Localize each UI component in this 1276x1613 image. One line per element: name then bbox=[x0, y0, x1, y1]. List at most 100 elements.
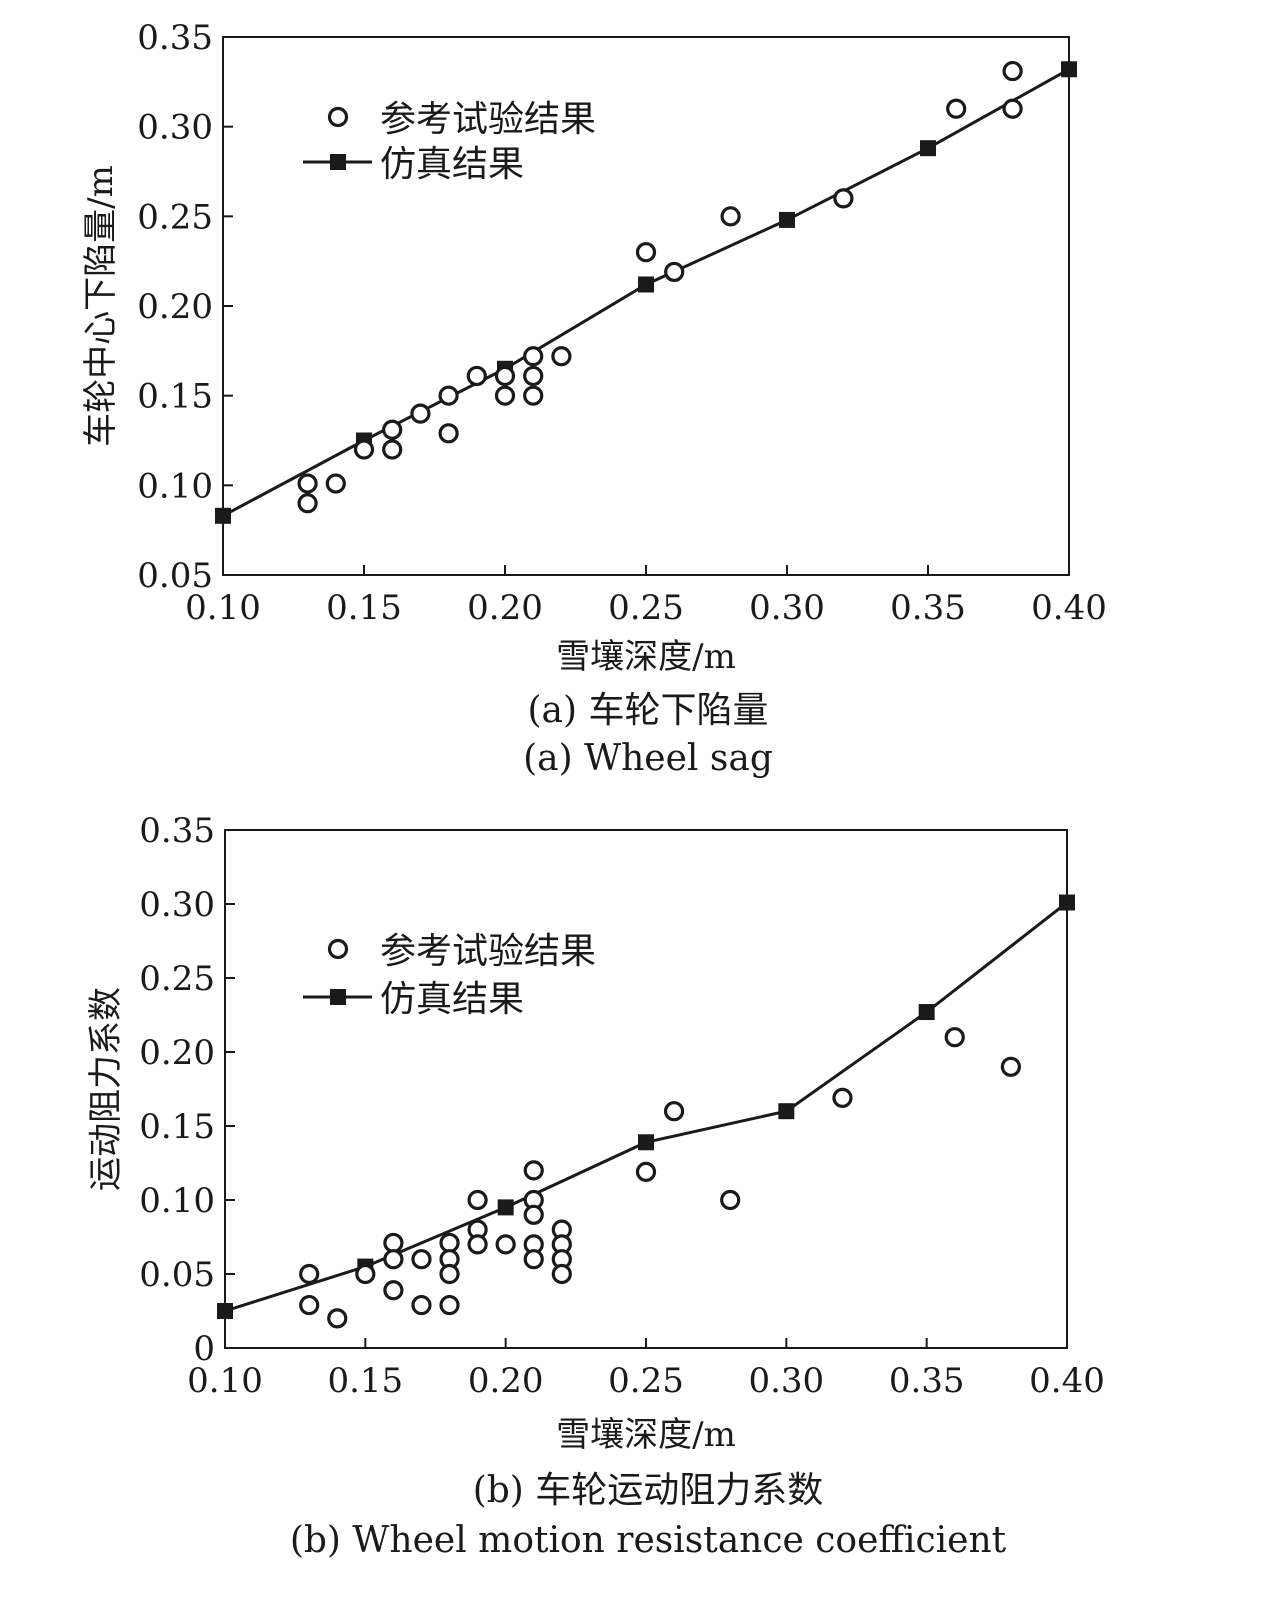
x-tick-label: 0.10 bbox=[185, 588, 261, 628]
experiment-circle-marker bbox=[494, 385, 516, 406]
x-tick-label: 0.25 bbox=[608, 1361, 684, 1401]
legend-circle-icon bbox=[327, 938, 349, 960]
simulation-square-marker bbox=[918, 1004, 935, 1021]
experiment-circle-marker bbox=[467, 1189, 488, 1211]
y-tick-label: 0.10 bbox=[137, 466, 213, 506]
simulation-square-marker bbox=[1059, 894, 1075, 911]
experiment-circle-marker bbox=[551, 1263, 572, 1285]
experiment-circle-marker bbox=[299, 1294, 320, 1316]
x-tick-label: 0.25 bbox=[608, 588, 684, 628]
experiment-circle-marker bbox=[299, 1263, 320, 1285]
experiment-circle-marker bbox=[495, 1234, 516, 1255]
y-tick-label: 0.25 bbox=[137, 197, 213, 237]
y-tick-label: 0.05 bbox=[139, 1255, 215, 1295]
y-axis-label: 车轮中心下陷量/m bbox=[81, 165, 121, 447]
experiment-circle-marker bbox=[1002, 98, 1023, 119]
experiment-circle-marker bbox=[439, 1232, 460, 1254]
experiment-circle-marker bbox=[383, 1232, 404, 1254]
experiment-circle-marker bbox=[523, 385, 544, 406]
y-tick-label: 0.35 bbox=[139, 811, 215, 851]
legend-experiment-label: 参考试验结果 bbox=[380, 931, 596, 972]
experiment-circle-marker bbox=[411, 1249, 432, 1270]
experiment-circle-marker bbox=[523, 365, 544, 387]
legend-square-icon bbox=[330, 154, 346, 170]
experiment-circle-marker bbox=[382, 439, 403, 460]
caption-chinese: (a) 车轮下陷量 bbox=[528, 690, 769, 731]
y-tick-label: 0.20 bbox=[139, 1033, 215, 1073]
legend-circle-icon bbox=[327, 106, 349, 128]
simulation-square-marker bbox=[497, 1199, 514, 1216]
experiment-circle-marker bbox=[523, 346, 544, 367]
experiment-circle-marker bbox=[438, 385, 459, 406]
experiment-circle-marker bbox=[438, 423, 459, 444]
experiment-circle-marker bbox=[297, 493, 318, 514]
simulation-square-marker bbox=[638, 276, 654, 293]
experiment-circle-marker bbox=[325, 473, 346, 494]
experiment-circle-marker bbox=[410, 403, 431, 424]
simulation-square-marker bbox=[778, 1103, 795, 1120]
simulation-square-marker bbox=[638, 1134, 654, 1151]
experiment-circle-marker bbox=[355, 1263, 376, 1285]
x-axis-label: 雪壤深度/m bbox=[556, 1415, 736, 1455]
x-tick-label: 0.15 bbox=[327, 1361, 403, 1401]
experiment-circle-marker bbox=[439, 1263, 460, 1285]
experiment-circle-marker bbox=[635, 242, 657, 263]
x-tick-label: 0.30 bbox=[748, 1361, 824, 1401]
experiment-circle-marker bbox=[1000, 1056, 1021, 1077]
y-tick-label: 0.10 bbox=[139, 1181, 215, 1221]
y-tick-label: 0.15 bbox=[137, 377, 213, 417]
experiment-circle-marker bbox=[327, 1308, 348, 1329]
simulation-line bbox=[224, 901, 1068, 1313]
legend-experiment-label: 参考试验结果 bbox=[380, 99, 596, 140]
experiment-circle-marker bbox=[439, 1294, 460, 1316]
experiment-circle-marker bbox=[383, 1249, 404, 1270]
plot-frame bbox=[222, 36, 1070, 576]
simulation-line bbox=[222, 67, 1070, 518]
y-tick-label: 0.35 bbox=[137, 18, 213, 58]
legend-square-icon bbox=[330, 989, 346, 1005]
chart-wheel-sag: 0.10 0.15 0.20 0.25 0.30 0.35 0.40 0.05 0.10 0.15… bbox=[0, 0, 1276, 800]
experiment-circle-marker bbox=[1002, 60, 1023, 82]
experiment-circle-marker bbox=[382, 419, 403, 440]
simulation-square-marker bbox=[779, 211, 795, 228]
simulation-square-marker bbox=[217, 1303, 233, 1319]
experiment-circle-marker bbox=[523, 1249, 544, 1270]
x-tick-label: 0.20 bbox=[467, 588, 543, 628]
experiment-circle-marker bbox=[944, 1027, 965, 1048]
y-axis-label: 运动阻力系数 bbox=[86, 987, 126, 1191]
y-tick-label: 0.30 bbox=[137, 108, 213, 148]
x-tick-label: 0.15 bbox=[326, 588, 402, 628]
chart-b-canvas: 0.10 0.15 0.20 0.25 0.30 0.35 0.40 0 0.05 0.10 0.1… bbox=[86, 811, 1105, 1561]
experiment-circle-marker bbox=[467, 1234, 488, 1255]
experiment-circle-marker bbox=[635, 1161, 657, 1182]
caption-chinese: (b) 车轮运动阻力系数 bbox=[473, 1470, 824, 1511]
experiment-circle-marker bbox=[720, 1189, 741, 1211]
experiment-circle-marker bbox=[832, 1087, 853, 1108]
simulation-square-marker bbox=[920, 140, 936, 157]
experiment-circle-marker bbox=[664, 261, 685, 283]
caption-english: (a) Wheel sag bbox=[523, 738, 773, 779]
chart-a-canvas: 0.10 0.15 0.20 0.25 0.30 0.35 0.400.050.100.15… bbox=[81, 18, 1107, 779]
caption-english: (b) Wheel motion resistance coefficient bbox=[290, 1520, 1007, 1561]
y-tick-label: 0.30 bbox=[139, 885, 215, 925]
experiment-circle-marker bbox=[494, 365, 516, 387]
experiment-circle-marker bbox=[720, 206, 741, 227]
y-tick-label: 0 bbox=[193, 1329, 215, 1369]
x-tick-label: 0.40 bbox=[1031, 588, 1107, 628]
experiment-circle-marker bbox=[946, 98, 967, 119]
x-tick-label: 0.35 bbox=[890, 588, 966, 628]
experiment-circle-marker bbox=[411, 1294, 432, 1316]
x-tick-label: 0.35 bbox=[889, 1361, 965, 1401]
simulation-square-marker bbox=[1061, 61, 1077, 78]
experiment-circle-marker bbox=[383, 1280, 404, 1301]
legend-simulation-label: 仿真结果 bbox=[380, 979, 524, 1020]
experiment-circle-marker bbox=[833, 188, 854, 209]
x-axis-label: 雪壤深度/m bbox=[556, 637, 736, 677]
y-tick-label: 0.25 bbox=[139, 959, 215, 999]
experiment-circle-marker bbox=[466, 365, 487, 387]
x-tick-label: 0.30 bbox=[749, 588, 825, 628]
experiment-circle-marker bbox=[353, 439, 375, 460]
legend-simulation-label: 仿真结果 bbox=[380, 144, 524, 185]
simulation-square-marker bbox=[215, 507, 231, 524]
experiment-circle-marker bbox=[523, 1204, 544, 1225]
